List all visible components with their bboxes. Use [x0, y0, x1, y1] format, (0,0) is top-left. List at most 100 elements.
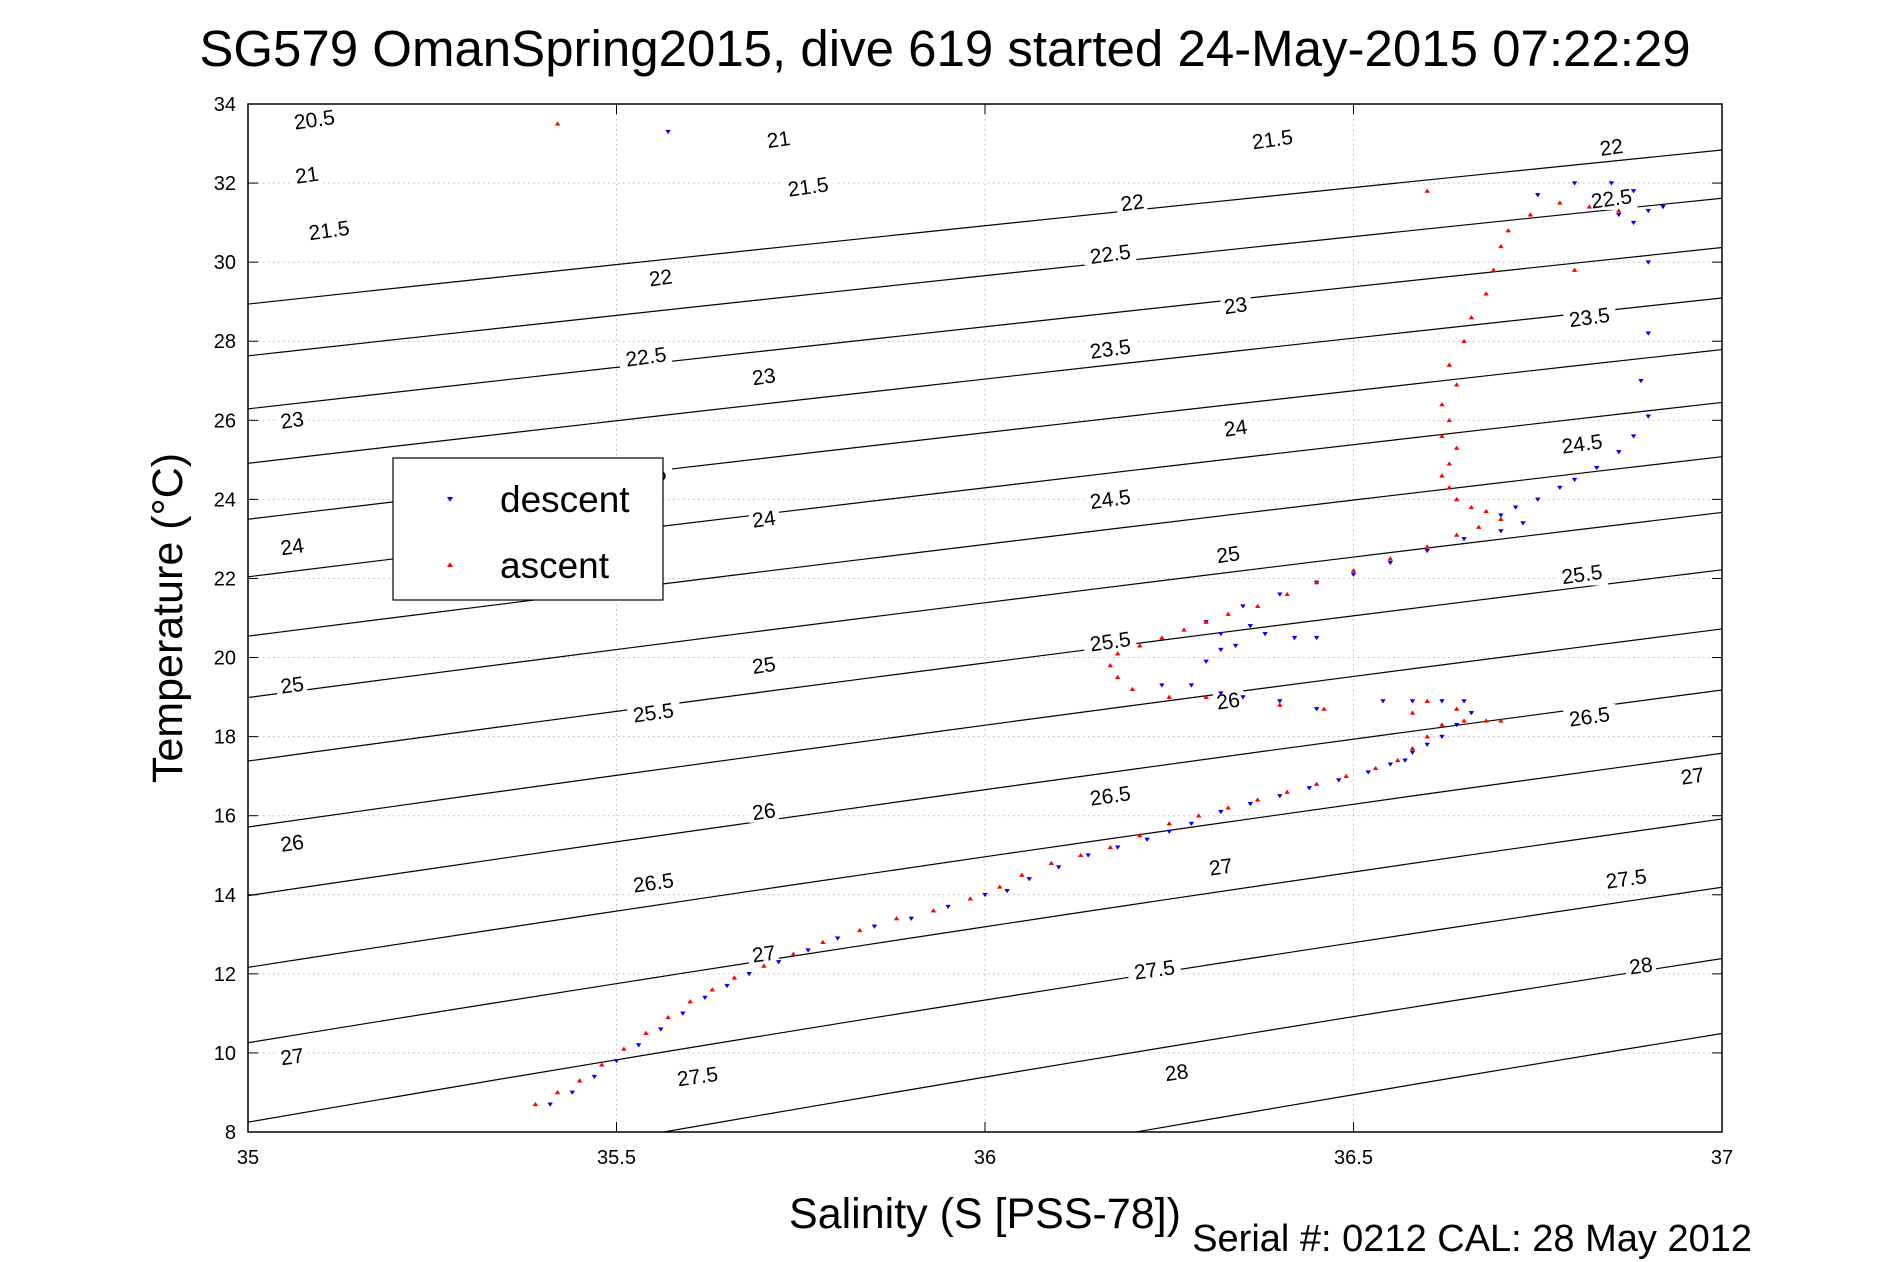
ascent-point [1277, 702, 1283, 707]
descent-point [1004, 889, 1010, 894]
descent-point [1630, 189, 1637, 194]
ascent-point [967, 896, 974, 901]
descent-point [834, 936, 841, 941]
contour-label: 22.5 [1590, 185, 1634, 213]
ascent-point [1114, 674, 1121, 680]
ascent-point [1350, 568, 1357, 573]
contour-label: 26.5 [1568, 703, 1612, 731]
descent-point [724, 983, 730, 989]
density-contour-labels: 20.5 21 21.5 23 24 25 26 27 22 22.5 23.5 24 25 25.5 26… [277, 106, 1708, 1091]
ascent-point [1439, 473, 1445, 478]
ascent-point [1453, 382, 1460, 387]
descent-point [1277, 794, 1283, 799]
chart-title: SG579 OmanSpring2015, dive 619 started 2… [199, 20, 1690, 77]
descent-point [635, 1043, 642, 1048]
ascent-point [1254, 603, 1261, 608]
ascent-series [532, 121, 1622, 1107]
density-contour-27.5 [660, 957, 1722, 1132]
ascent-point [1468, 504, 1475, 510]
axis-ticks: 35 35.5 36 36.5 37 8 10 12 14 16 18 20 22 24 26 28 30 32 3… [214, 94, 1733, 1169]
contour-label-background [1555, 431, 1608, 456]
legend-marker-ascent [446, 562, 454, 568]
descent-point [1630, 220, 1637, 226]
ascent-point [1321, 706, 1327, 711]
y-tick-label: 28 [214, 331, 236, 353]
contour-label-background [277, 1043, 308, 1068]
y-axis-label: Temperature (°C) [144, 453, 192, 783]
contour-label-background [277, 830, 308, 855]
contour-label: 20.5 [293, 106, 337, 134]
y-tick-label: 24 [214, 489, 236, 511]
contour-label: 21.5 [786, 173, 830, 201]
descent-point [1498, 513, 1504, 518]
ascent-point [1166, 821, 1173, 826]
descent-point [1571, 181, 1578, 186]
descent-point [1291, 635, 1298, 641]
contour-label-background [671, 1063, 724, 1088]
ascent-point [761, 963, 767, 968]
contour-label: 27 [751, 942, 777, 968]
ascent-point [790, 951, 797, 956]
ascent-point [1284, 789, 1290, 794]
ascent-point [1475, 524, 1482, 529]
ascent-point [1439, 722, 1445, 727]
x-tick-label: 36.5 [1334, 1147, 1373, 1169]
contour-label: 21.5 [307, 217, 351, 245]
contour-label-background [1084, 336, 1137, 361]
contour-label: 27.5 [1133, 956, 1177, 984]
ascent-point [1409, 745, 1416, 751]
ascent-point [1439, 401, 1445, 407]
descent-point [1232, 643, 1239, 649]
contour-label: 26 [279, 831, 305, 857]
x-tick-label: 36 [974, 1147, 996, 1169]
contour-label: 27 [1679, 764, 1705, 790]
ascent-point [532, 1101, 539, 1107]
contour-label: 22 [1119, 190, 1145, 216]
contour-label-background [1084, 782, 1137, 807]
ascent-point [1394, 757, 1401, 763]
contour-label: 25 [1215, 542, 1241, 568]
ascent-point [1461, 718, 1467, 723]
ascent-point [709, 987, 716, 992]
descent-point [1085, 853, 1091, 858]
descent-point [1144, 837, 1150, 842]
contour-label-background [645, 264, 676, 289]
ascent-point [554, 1089, 561, 1095]
contour-label: 27.5 [676, 1063, 720, 1091]
ascent-point [1203, 694, 1209, 699]
descent-point [591, 1074, 598, 1080]
contour-label-background [782, 174, 835, 199]
contour-label-background [1161, 1059, 1192, 1084]
contour-label: 24 [1222, 416, 1249, 442]
descent-point [1557, 485, 1563, 491]
descent-point [1159, 683, 1165, 688]
ascent-point [1343, 773, 1349, 778]
descent-point [680, 1011, 686, 1016]
descent-point [1313, 707, 1320, 712]
descent-point [1166, 829, 1173, 835]
ascent-point [1446, 461, 1453, 466]
descent-point [1520, 521, 1526, 526]
descent-point [1335, 778, 1342, 783]
ascent-point [1616, 208, 1622, 213]
x-axis-label: Salinity (S [PSS-78]) [789, 1190, 1181, 1238]
contour-label-background [1084, 628, 1137, 653]
descent-point [1055, 865, 1062, 870]
contour-label: 26 [751, 799, 777, 825]
contour-label-background [1600, 865, 1653, 890]
ascent-point [687, 998, 693, 1004]
descent-point [1439, 699, 1445, 704]
contour-label: 27.5 [1604, 865, 1648, 893]
contour-label: 22 [1598, 135, 1624, 161]
contour-label: 24.5 [1560, 430, 1604, 458]
contour-label-background [1625, 952, 1656, 977]
ascent-point [1424, 734, 1430, 739]
descent-point [1387, 762, 1394, 767]
descent-point [805, 948, 811, 953]
descent-point [1188, 683, 1195, 688]
contour-label-background [303, 217, 356, 242]
descent-point [746, 972, 752, 977]
ascent-point [1107, 662, 1114, 668]
contour-label-background [763, 126, 794, 151]
